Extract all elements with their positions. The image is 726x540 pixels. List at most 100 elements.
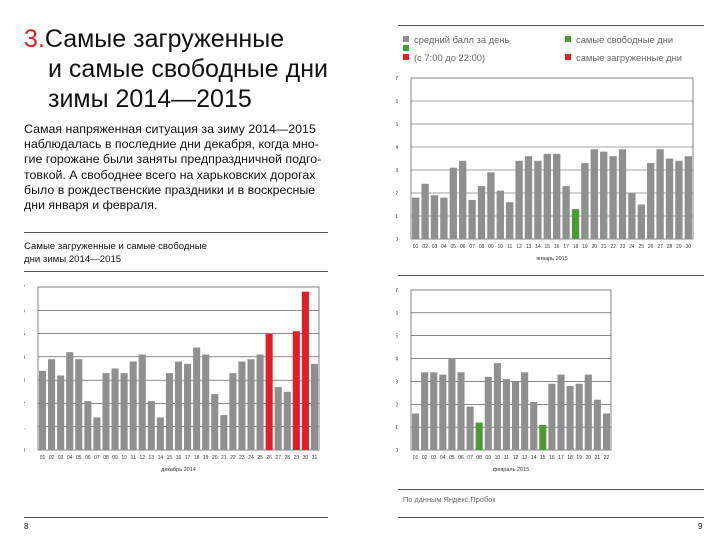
x-tick-label: 16 [554, 244, 560, 250]
bar [475, 422, 483, 450]
bar [487, 172, 495, 239]
bar [421, 183, 429, 239]
bar [256, 354, 264, 450]
x-tick-label: 09 [112, 455, 118, 461]
bar [553, 153, 561, 239]
x-tick-label: 19 [576, 455, 582, 461]
y-tick-label: 0 [396, 448, 398, 454]
plot-frame [410, 289, 612, 451]
x-tick-label: 18 [567, 455, 573, 461]
bar [84, 401, 92, 450]
left-chart-caption: Самые загруженные и самые свободные дни … [24, 240, 284, 266]
bar [602, 413, 610, 450]
x-tick-label: 03 [58, 455, 64, 461]
x-tick-label: 27 [657, 244, 663, 250]
page-number-right: 9 [698, 522, 703, 531]
x-tick-label: 24 [629, 244, 635, 250]
bottom-rule [398, 517, 704, 518]
bar [466, 406, 474, 450]
x-tick-label: 27 [275, 455, 281, 461]
x-tick-label: 22 [604, 455, 610, 461]
x-tick-label: 08 [479, 244, 485, 250]
x-tick-label: 05 [451, 244, 457, 250]
x-tick-label: 28 [284, 455, 290, 461]
bar [600, 151, 608, 239]
y-tick-label: 1 [396, 214, 398, 220]
x-tick-label: 25 [639, 244, 645, 250]
x-tick-label: 30 [303, 455, 309, 461]
y-tick-label: 0 [396, 237, 398, 243]
x-axis-label: январь 2015 [536, 256, 568, 262]
section-number: 3. [24, 25, 45, 53]
bar [93, 417, 101, 450]
x-tick-label: 20 [212, 455, 218, 461]
x-tick-label: 04 [441, 244, 447, 250]
heading-line-3: зимы 2014—2015 [48, 85, 252, 113]
x-tick-label: 24 [248, 455, 254, 461]
x-tick-label: 08 [103, 455, 109, 461]
legend-swatch-gray [403, 36, 409, 42]
y-tick-label: 6 [396, 311, 398, 317]
y-tick-label: 3 [24, 378, 25, 384]
bar [548, 383, 556, 450]
bar [449, 167, 457, 239]
bar [647, 163, 655, 239]
bar [665, 158, 674, 239]
y-tick-label: 5 [396, 122, 398, 128]
bar [590, 149, 598, 239]
x-tick-label: 20 [585, 455, 591, 461]
bar [584, 374, 592, 450]
bar [571, 209, 580, 239]
legend-top-rule [398, 25, 704, 26]
x-tick-label: 10 [121, 455, 127, 461]
x-axis-label: февраль 2015 [493, 467, 529, 473]
legend-hours-label: (с 7:00 до 22:00) [414, 52, 486, 63]
legend-swatch-green [565, 36, 571, 42]
x-tick-label: 12 [513, 455, 519, 461]
bar [637, 204, 645, 239]
x-tick-label: 16 [549, 455, 555, 461]
bar [512, 381, 520, 450]
y-tick-label: 1 [396, 425, 398, 431]
heading-line-2: и самые свободные дни [48, 55, 328, 83]
x-tick-label: 07 [467, 455, 473, 461]
bar [48, 359, 56, 450]
x-tick-label: 10 [498, 244, 504, 250]
bar [534, 160, 542, 239]
bar [477, 186, 486, 239]
x-tick-label: 12 [516, 244, 522, 250]
bar [129, 361, 137, 450]
bar [147, 401, 155, 450]
y-tick-label: 0 [24, 448, 25, 454]
bar [484, 376, 492, 450]
x-tick-label: 16 [176, 455, 182, 461]
bar [439, 374, 447, 450]
bar [496, 190, 504, 239]
x-tick-label: 08 [476, 455, 482, 461]
x-tick-label: 09 [485, 455, 491, 461]
y-tick-label: 5 [24, 332, 25, 338]
x-tick-label: 18 [194, 455, 200, 461]
legend-free-label: самые свободные дни [576, 34, 674, 45]
x-tick-label: 01 [413, 244, 419, 250]
x-tick-label: 02 [422, 455, 428, 461]
y-tick-label: 7 [24, 285, 25, 291]
x-tick-label: 13 [149, 455, 155, 461]
bar [211, 394, 219, 450]
heading-line-1: 3.Самые загруженные [24, 24, 354, 54]
bar [301, 291, 309, 450]
bar [566, 386, 574, 450]
x-tick-label: 26 [266, 455, 272, 461]
y-tick-label: 3 [396, 379, 398, 385]
x-tick-label: 02 [49, 455, 55, 461]
bar [274, 387, 282, 450]
bar [57, 375, 65, 450]
x-tick-label: 29 [294, 455, 300, 461]
x-tick-label: 28 [667, 244, 673, 250]
legend-swatch-red [403, 54, 409, 60]
y-tick-label: 3 [396, 168, 398, 174]
x-tick-label: 19 [582, 244, 588, 250]
x-tick-label: 11 [504, 455, 509, 461]
legend-busy-label: самые загруженные дни [576, 52, 683, 63]
divider-rule [398, 275, 704, 276]
